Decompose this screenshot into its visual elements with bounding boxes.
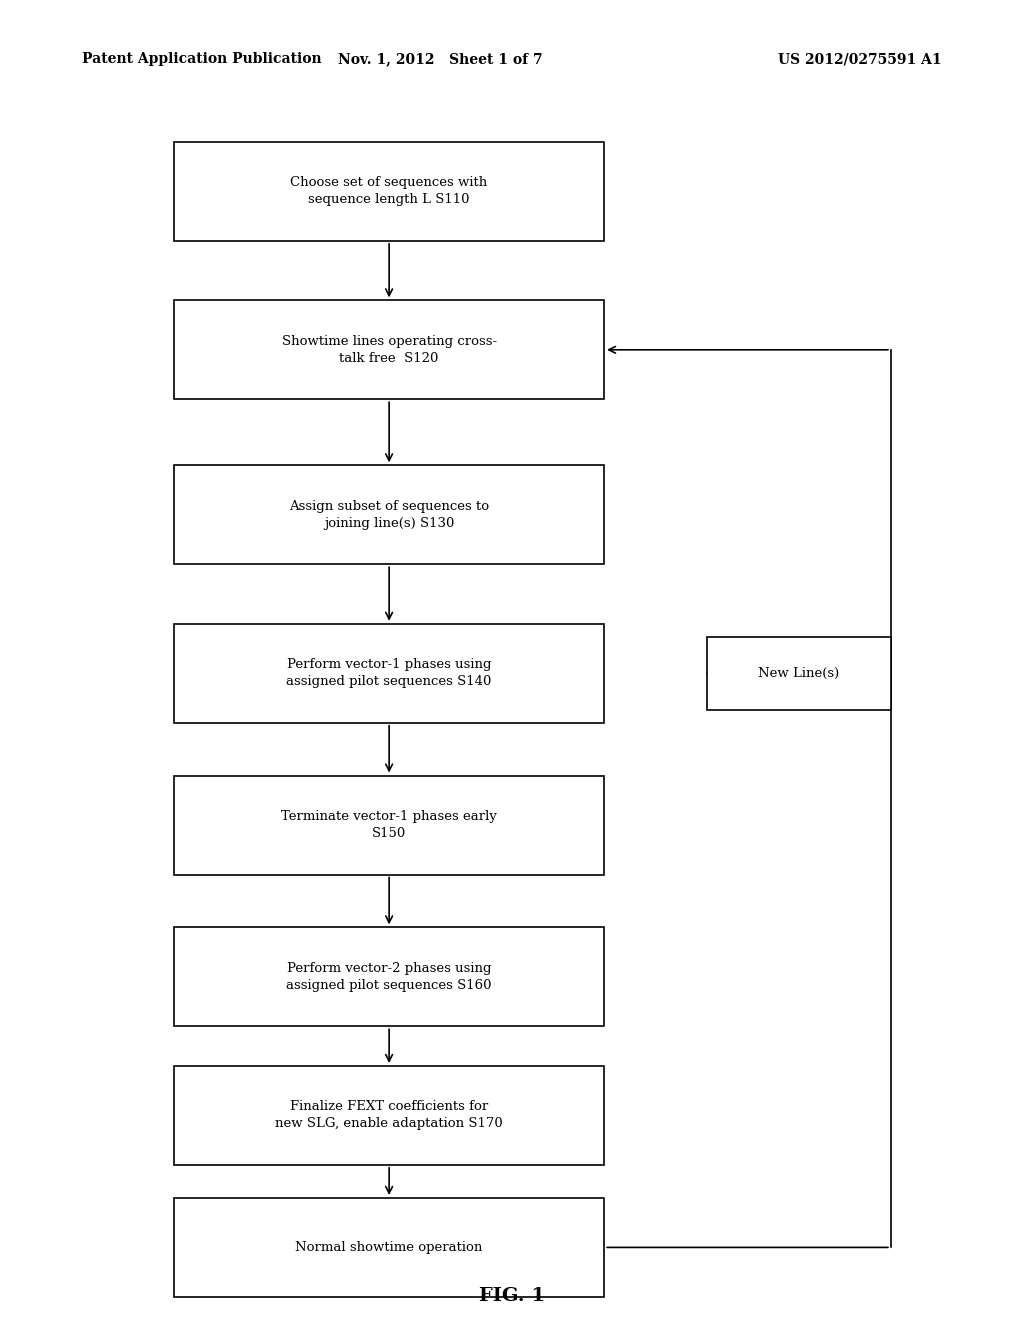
Text: Terminate vector-1 phases early
S150: Terminate vector-1 phases early S150 xyxy=(282,810,497,840)
Text: Showtime lines operating cross-
talk free  S120: Showtime lines operating cross- talk fre… xyxy=(282,335,497,364)
FancyBboxPatch shape xyxy=(174,1199,604,1296)
FancyBboxPatch shape xyxy=(174,301,604,399)
FancyBboxPatch shape xyxy=(707,638,891,710)
FancyBboxPatch shape xyxy=(174,143,604,242)
Text: Normal showtime operation: Normal showtime operation xyxy=(296,1241,482,1254)
FancyBboxPatch shape xyxy=(174,624,604,722)
Text: New Line(s): New Line(s) xyxy=(758,667,840,680)
FancyBboxPatch shape xyxy=(174,776,604,874)
FancyBboxPatch shape xyxy=(174,1067,604,1166)
Text: Patent Application Publication: Patent Application Publication xyxy=(82,53,322,66)
Text: Finalize FEXT coefficients for
new SLG, enable adaptation S170: Finalize FEXT coefficients for new SLG, … xyxy=(275,1101,503,1130)
Text: US 2012/0275591 A1: US 2012/0275591 A1 xyxy=(778,53,942,66)
Text: Perform vector-2 phases using
assigned pilot sequences S160: Perform vector-2 phases using assigned p… xyxy=(287,962,492,991)
FancyBboxPatch shape xyxy=(174,927,604,1027)
Text: Perform vector-1 phases using
assigned pilot sequences S140: Perform vector-1 phases using assigned p… xyxy=(287,659,492,688)
Text: FIG. 1: FIG. 1 xyxy=(479,1287,545,1305)
FancyBboxPatch shape xyxy=(174,466,604,565)
Text: Assign subset of sequences to
joining line(s) S130: Assign subset of sequences to joining li… xyxy=(289,500,489,529)
Text: Choose set of sequences with
sequence length L S110: Choose set of sequences with sequence le… xyxy=(291,177,487,206)
Text: Nov. 1, 2012   Sheet 1 of 7: Nov. 1, 2012 Sheet 1 of 7 xyxy=(338,53,543,66)
